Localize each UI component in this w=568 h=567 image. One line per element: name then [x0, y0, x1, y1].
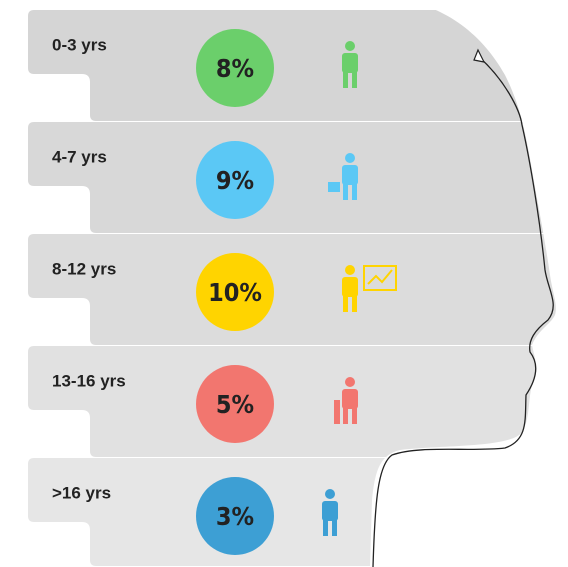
icon-body — [322, 501, 338, 521]
band — [28, 122, 556, 233]
icon-head — [345, 377, 355, 387]
age-label: 8-12 yrs — [52, 259, 116, 278]
icon-head — [345, 265, 355, 275]
person-icon — [342, 265, 397, 312]
percent-circle — [196, 477, 274, 555]
icon-briefcase — [328, 182, 340, 192]
percent-circle — [196, 141, 274, 219]
icon-leg — [343, 72, 348, 88]
age-label: 4-7 yrs — [52, 147, 107, 166]
age-label: 13-16 yrs — [52, 371, 126, 390]
person-icon — [328, 153, 358, 200]
band — [28, 10, 556, 121]
icon-leg — [352, 296, 357, 312]
band — [28, 234, 556, 345]
percent-value: 10% — [208, 278, 262, 307]
percent-value: 9% — [216, 166, 254, 195]
icon-head — [325, 489, 335, 499]
head-bands — [28, 10, 556, 566]
person-icon — [322, 489, 338, 536]
icon-leg — [343, 408, 348, 424]
icon-body — [342, 165, 358, 185]
age-label: 0-3 yrs — [52, 35, 107, 54]
icon-body — [342, 389, 358, 409]
arrow-head — [473, 48, 486, 63]
band — [28, 458, 556, 566]
icon-head — [345, 153, 355, 163]
person-icon — [342, 41, 358, 88]
icon-leg — [352, 184, 357, 200]
icon-leg — [332, 520, 337, 536]
icon-head — [345, 41, 355, 51]
icon-leg — [352, 72, 357, 88]
icon-leg — [323, 520, 328, 536]
icon-leg — [343, 296, 348, 312]
icon-leg — [343, 184, 348, 200]
percent-value: 5% — [216, 390, 254, 419]
age-label: >16 yrs — [52, 483, 111, 502]
percent-circle — [196, 253, 274, 331]
icon-chart — [363, 265, 397, 291]
percent-circle — [196, 29, 274, 107]
percent-circle — [196, 365, 274, 443]
percent-value: 8% — [216, 54, 254, 83]
icon-desk — [334, 400, 340, 424]
icon-body — [342, 53, 358, 73]
icon-body — [342, 277, 358, 297]
head-outline — [372, 55, 554, 567]
icon-leg — [352, 408, 357, 424]
percent-value: 3% — [216, 502, 254, 531]
band — [28, 346, 556, 457]
person-icon — [334, 377, 358, 424]
